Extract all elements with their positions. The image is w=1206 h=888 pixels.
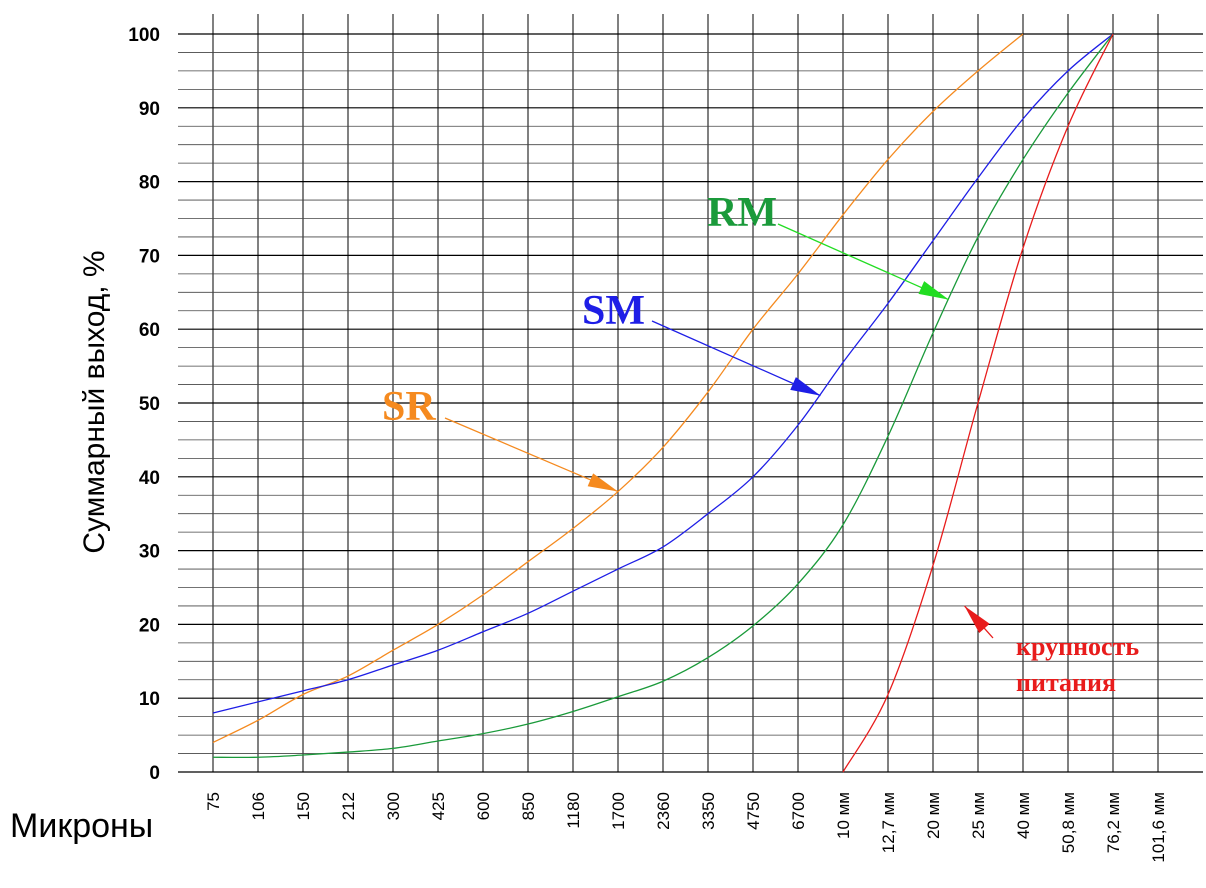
x-tick-label: 40 мм <box>1014 792 1033 839</box>
x-tick-label: 3350 <box>699 792 718 830</box>
y-axis-label: Суммарный выход, % <box>78 250 111 553</box>
y-tick-label: 40 <box>139 468 160 489</box>
y-tick-label: 20 <box>139 615 160 636</box>
x-tick-label: 150 <box>294 792 313 820</box>
y-tick-label: 90 <box>139 99 160 120</box>
x-tick-label: 850 <box>519 792 538 820</box>
annotations-layer: SR SM RM крупность питания <box>382 190 1139 697</box>
x-tick-label: 101,6 мм <box>1149 792 1168 863</box>
annotation-label-RM: RM <box>707 190 777 236</box>
annotation-arrow-line <box>651 320 821 397</box>
x-tick-label: 50,8 мм <box>1059 792 1078 853</box>
y-tick-label: 50 <box>139 394 160 415</box>
annotation-arrowhead <box>918 281 949 300</box>
annotation-label-SR: SR <box>382 384 436 430</box>
annotation-label-SM: SM <box>582 288 645 334</box>
grid <box>178 14 1203 773</box>
x-tick-label: 300 <box>384 792 403 820</box>
x-tick-label: 212 <box>339 792 358 820</box>
annotation-arrow-line <box>444 417 619 493</box>
annotation-arrowhead <box>587 473 618 492</box>
series-layer <box>212 33 1114 773</box>
y-tick-labels: 0 10 20 30 40 50 60 70 80 90 100 <box>128 25 160 784</box>
x-tick-label: 425 <box>429 792 448 820</box>
series-line-SR <box>212 33 1024 744</box>
x-tick-label: 1180 <box>564 792 583 829</box>
series-line-RM <box>212 33 1114 759</box>
x-tick-label: 25 мм <box>969 792 988 839</box>
annotation-arrow-line <box>777 223 950 301</box>
x-tick-label: 20 мм <box>924 792 943 839</box>
x-tick-label: 106 <box>249 792 268 820</box>
y-tick-label: 60 <box>139 320 160 341</box>
x-tick-label: 12,7 мм <box>879 792 898 853</box>
x-tick-label: 1700 <box>609 792 628 830</box>
y-tick-label: 70 <box>139 246 160 267</box>
x-tick-label: 2360 <box>654 792 673 830</box>
x-tick-labels: 75 106 150 212 300 425 600 850 1180 1700 2360 3350 4… <box>204 792 1168 863</box>
y-tick-label: 100 <box>128 25 160 46</box>
x-tick-label: 10 мм <box>834 792 853 839</box>
series-line-SM <box>212 33 1114 714</box>
y-tick-label: 30 <box>139 542 160 563</box>
y-tick-label: 0 <box>149 763 160 784</box>
x-tick-label: 6700 <box>789 792 808 830</box>
annotation-label: крупность <box>1016 632 1139 661</box>
series-line-крупность-питания <box>842 33 1114 773</box>
x-tick-label: 600 <box>474 792 493 820</box>
y-tick-label: 10 <box>139 689 160 710</box>
y-tick-label: 80 <box>139 173 160 194</box>
x-tick-label: 4750 <box>744 792 763 830</box>
x-axis-label: Микроны <box>10 807 153 845</box>
annotation-arrowhead <box>790 377 821 396</box>
annotation-label: питания <box>1016 668 1116 697</box>
x-tick-label: 75 <box>204 792 223 811</box>
x-tick-label: 76,2 мм <box>1104 792 1123 853</box>
annotation-arrowhead <box>964 605 990 634</box>
